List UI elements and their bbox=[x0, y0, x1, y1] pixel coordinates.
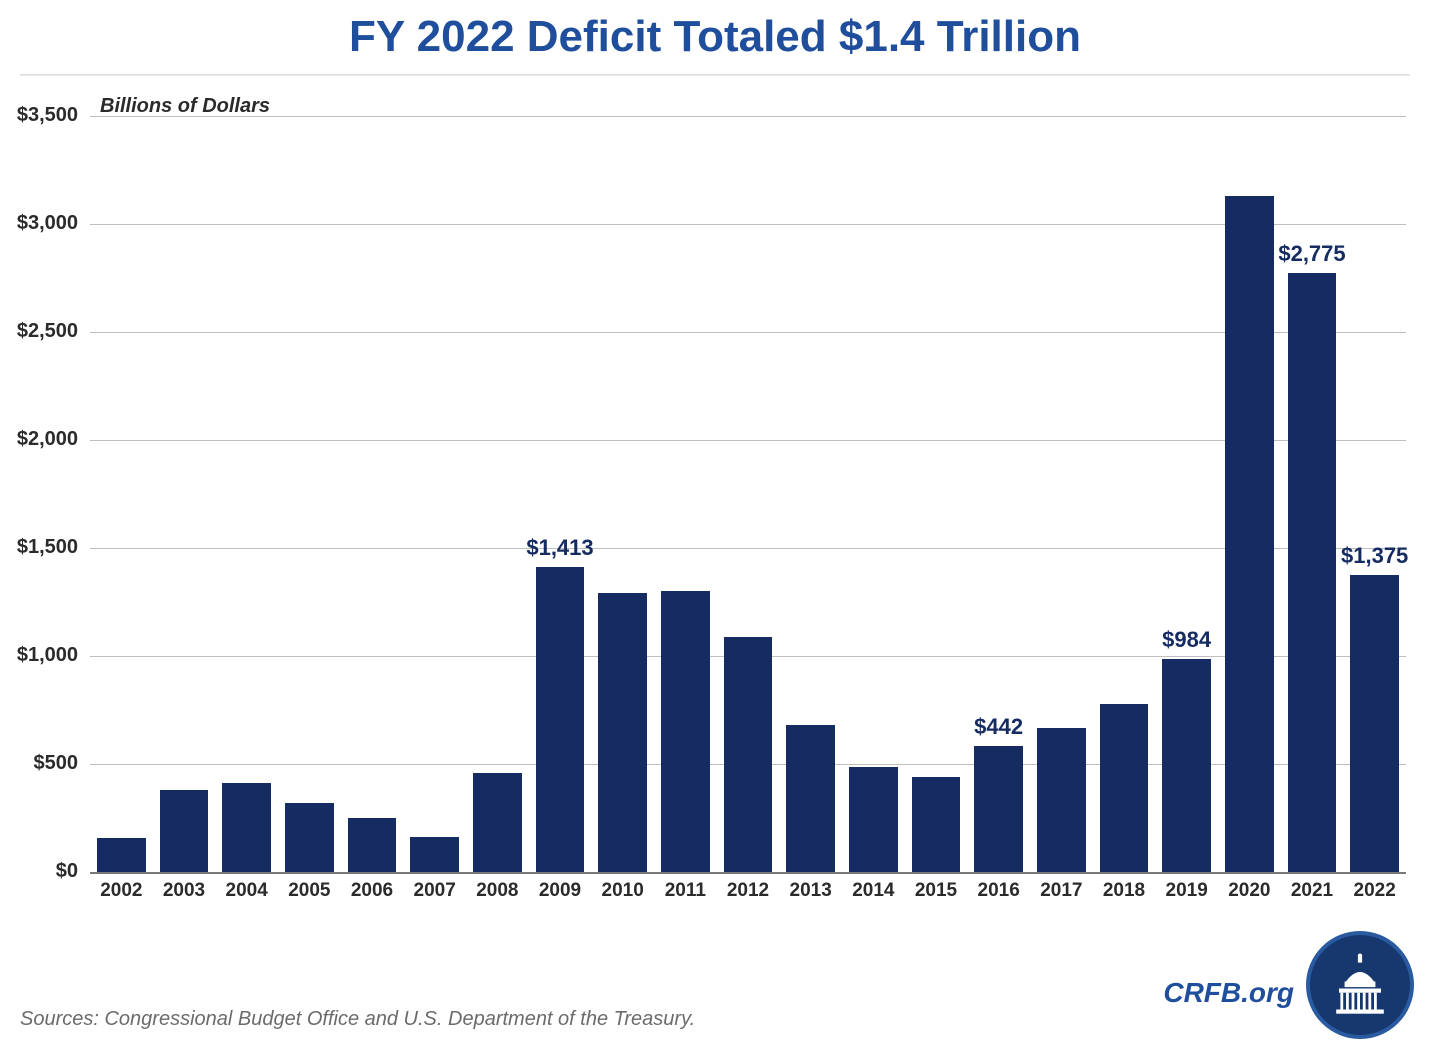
y-tick-label: $0 bbox=[0, 860, 78, 883]
bar-value-label: $2,775 bbox=[1267, 241, 1357, 267]
bar bbox=[285, 803, 334, 872]
y-tick-label: $1,500 bbox=[0, 536, 78, 559]
x-tick-label: 2006 bbox=[341, 880, 404, 902]
bar bbox=[912, 777, 961, 872]
gridline bbox=[90, 440, 1406, 441]
x-tick-label: 2022 bbox=[1343, 880, 1406, 902]
y-axis-subtitle: Billions of Dollars bbox=[100, 95, 270, 118]
crfb-logo bbox=[1306, 931, 1414, 1039]
bar bbox=[222, 783, 271, 872]
gridline bbox=[90, 224, 1406, 225]
bar bbox=[1225, 196, 1274, 873]
y-tick-label: $2,500 bbox=[0, 320, 78, 343]
plot-area: $0$500$1,000$1,500$2,000$2,500$3,000$3,5… bbox=[90, 116, 1406, 872]
y-tick-label: $500 bbox=[0, 752, 78, 775]
bar bbox=[473, 773, 522, 872]
bar bbox=[1350, 575, 1399, 872]
bar bbox=[849, 767, 898, 872]
bar-value-label: $1,413 bbox=[515, 535, 605, 561]
x-tick-label: 2008 bbox=[466, 880, 529, 902]
bar bbox=[786, 725, 835, 872]
x-tick-label: 2021 bbox=[1281, 880, 1344, 902]
chart-title: FY 2022 Deficit Totaled $1.4 Trillion bbox=[0, 0, 1430, 74]
bar bbox=[97, 838, 146, 872]
x-tick-label: 2020 bbox=[1218, 880, 1281, 902]
x-tick-label: 2012 bbox=[717, 880, 780, 902]
bar bbox=[1288, 273, 1337, 872]
x-tick-label: 2007 bbox=[403, 880, 466, 902]
bar-value-label: $984 bbox=[1142, 627, 1232, 653]
x-tick-label: 2016 bbox=[967, 880, 1030, 902]
x-tick-label: 2009 bbox=[529, 880, 592, 902]
bar bbox=[598, 593, 647, 873]
capitol-icon bbox=[1325, 950, 1395, 1020]
x-tick-label: 2011 bbox=[654, 880, 717, 902]
x-tick-label: 2017 bbox=[1030, 880, 1093, 902]
x-tick-label: 2013 bbox=[779, 880, 842, 902]
y-tick-label: $1,000 bbox=[0, 644, 78, 667]
x-tick-label: 2014 bbox=[842, 880, 905, 902]
gridline bbox=[90, 872, 1406, 874]
bar bbox=[348, 818, 397, 872]
title-underline bbox=[20, 74, 1410, 76]
x-tick-label: 2005 bbox=[278, 880, 341, 902]
x-tick-label: 2002 bbox=[90, 880, 153, 902]
bar bbox=[661, 591, 710, 872]
bar bbox=[410, 837, 459, 872]
bar-chart: $0$500$1,000$1,500$2,000$2,500$3,000$3,5… bbox=[90, 116, 1406, 872]
gridline bbox=[90, 332, 1406, 333]
gridline bbox=[90, 548, 1406, 549]
x-tick-label: 2019 bbox=[1155, 880, 1218, 902]
x-tick-label: 2010 bbox=[591, 880, 654, 902]
bar-value-label: $442 bbox=[954, 714, 1044, 740]
bar bbox=[1162, 659, 1211, 872]
branding-text: CRFB.org bbox=[1163, 977, 1294, 1009]
x-tick-label: 2004 bbox=[215, 880, 278, 902]
bar bbox=[160, 790, 209, 872]
bar-value-label: $1,375 bbox=[1330, 543, 1420, 569]
bar bbox=[1037, 728, 1086, 872]
y-tick-label: $2,000 bbox=[0, 428, 78, 451]
x-tick-label: 2003 bbox=[153, 880, 216, 902]
bar bbox=[724, 637, 773, 872]
gridline bbox=[90, 116, 1406, 117]
source-attribution: Sources: Congressional Budget Office and… bbox=[20, 1008, 695, 1031]
y-tick-label: $3,000 bbox=[0, 212, 78, 235]
bar bbox=[536, 567, 585, 872]
y-tick-label: $3,500 bbox=[0, 104, 78, 127]
bar bbox=[1100, 704, 1149, 872]
x-tick-label: 2015 bbox=[905, 880, 968, 902]
x-tick-label: 2018 bbox=[1093, 880, 1156, 902]
bar bbox=[974, 746, 1023, 872]
